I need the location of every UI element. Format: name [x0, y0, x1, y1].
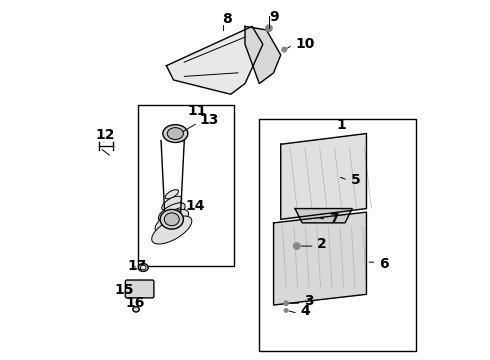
Text: 3: 3 [304, 294, 314, 309]
Ellipse shape [140, 265, 146, 270]
Ellipse shape [266, 25, 272, 31]
Ellipse shape [158, 203, 185, 221]
FancyBboxPatch shape [125, 280, 154, 298]
Text: 12: 12 [95, 129, 115, 142]
Ellipse shape [164, 213, 179, 226]
Text: 6: 6 [379, 257, 389, 271]
Polygon shape [281, 134, 367, 219]
Ellipse shape [284, 309, 288, 312]
Text: 1: 1 [336, 118, 346, 132]
Bar [259, 119, 416, 351]
Ellipse shape [165, 190, 178, 199]
Bar [138, 105, 234, 266]
Polygon shape [167, 26, 263, 94]
Ellipse shape [138, 264, 148, 271]
Ellipse shape [152, 216, 192, 244]
Polygon shape [295, 208, 352, 223]
Ellipse shape [133, 307, 139, 312]
Text: 13: 13 [199, 113, 219, 127]
Ellipse shape [163, 125, 188, 143]
Ellipse shape [284, 301, 288, 305]
Ellipse shape [294, 243, 300, 249]
Text: 16: 16 [125, 296, 145, 310]
Ellipse shape [162, 196, 182, 210]
Text: 2: 2 [317, 237, 326, 251]
Text: 11: 11 [188, 104, 207, 118]
Text: 7: 7 [329, 212, 339, 226]
Ellipse shape [167, 128, 183, 139]
Text: 15: 15 [115, 283, 134, 297]
Ellipse shape [160, 210, 183, 229]
Text: 5: 5 [350, 173, 360, 187]
Text: 14: 14 [185, 199, 204, 213]
Text: 4: 4 [300, 305, 310, 319]
Ellipse shape [155, 210, 189, 233]
Text: 17: 17 [127, 259, 147, 273]
Polygon shape [273, 212, 367, 305]
Text: 10: 10 [295, 37, 315, 50]
Polygon shape [245, 26, 281, 84]
Ellipse shape [282, 47, 287, 52]
Text: 8: 8 [222, 12, 232, 26]
Text: 9: 9 [269, 10, 278, 24]
